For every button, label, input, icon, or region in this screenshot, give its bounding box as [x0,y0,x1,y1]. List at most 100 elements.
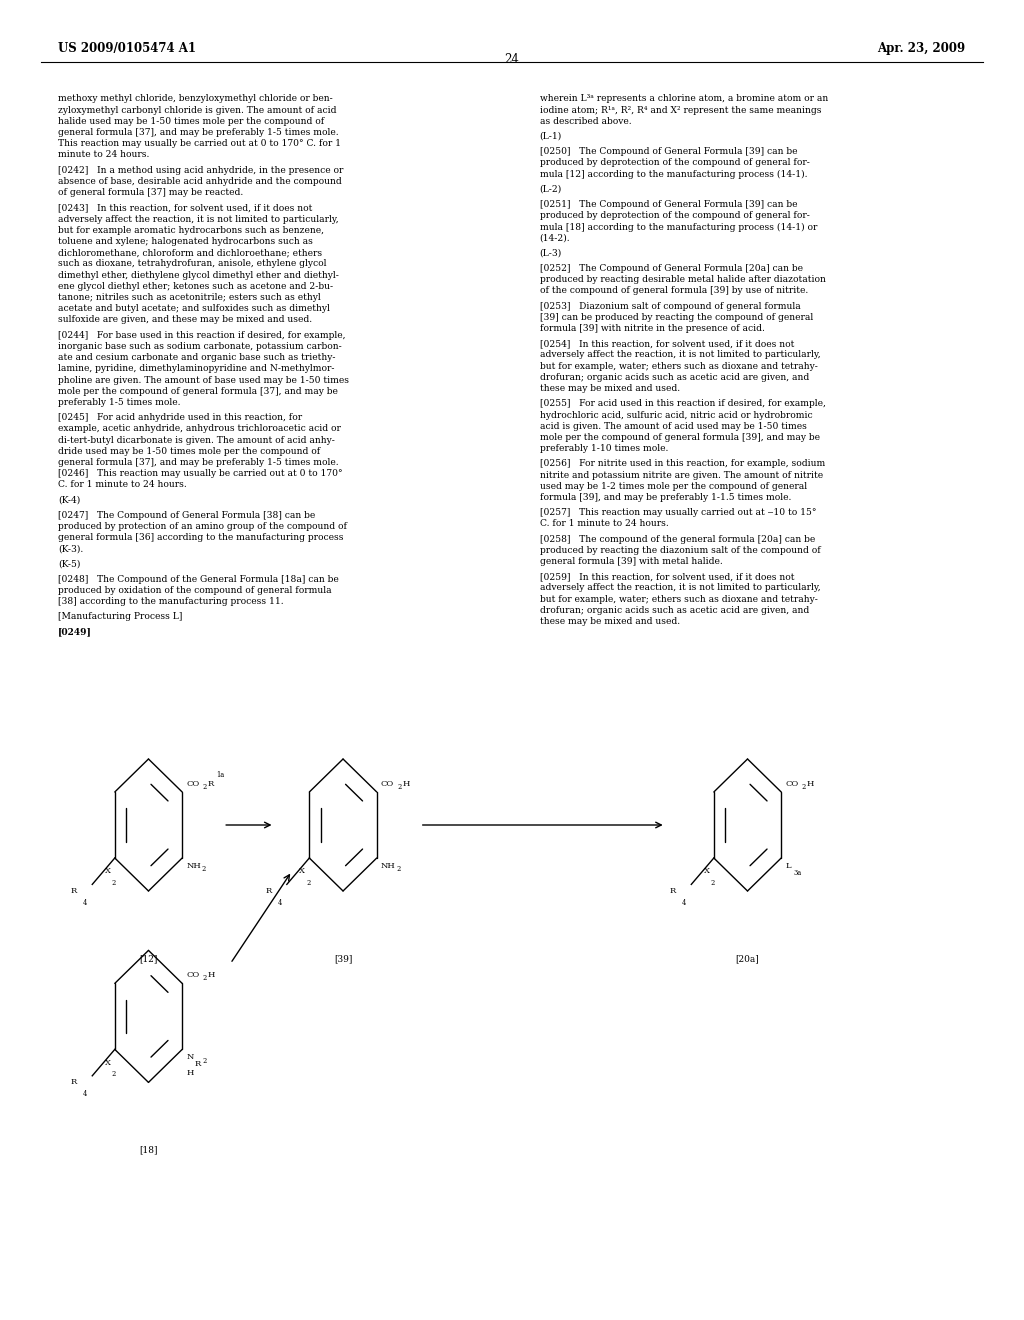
Text: [0256]   For nitrite used in this reaction, for example, sodium: [0256] For nitrite used in this reaction… [540,459,825,469]
Text: such as dioxane, tetrahydrofuran, anisole, ethylene glycol: such as dioxane, tetrahydrofuran, anisol… [58,260,327,268]
Text: [0259]   In this reaction, for solvent used, if it does not: [0259] In this reaction, for solvent use… [540,573,795,581]
Text: [0248]   The Compound of the General Formula [18a] can be: [0248] The Compound of the General Formu… [58,576,339,583]
Text: [0253]   Diazonium salt of compound of general formula: [0253] Diazonium salt of compound of gen… [540,302,801,310]
Text: C. for 1 minute to 24 hours.: C. for 1 minute to 24 hours. [58,480,187,490]
Text: [18]: [18] [139,1146,158,1155]
Text: 2: 2 [397,783,401,791]
Text: (L-1): (L-1) [540,132,562,141]
Text: formula [39] with nitrite in the presence of acid.: formula [39] with nitrite in the presenc… [540,325,765,333]
Text: absence of base, desirable acid anhydride and the compound: absence of base, desirable acid anhydrid… [58,177,342,186]
Text: lamine, pyridine, dimethylaminopyridine and N-methylmor-: lamine, pyridine, dimethylaminopyridine … [58,364,335,374]
Text: minute to 24 hours.: minute to 24 hours. [58,150,150,160]
Text: 4: 4 [83,1090,87,1098]
Text: X: X [104,867,111,875]
Text: preferably 1-10 times mole.: preferably 1-10 times mole. [540,444,668,453]
Text: mole per the compound of general formula [39], and may be: mole per the compound of general formula… [540,433,819,442]
Text: dichloromethane, chloroform and dichloroethane; ethers: dichloromethane, chloroform and dichloro… [58,248,323,257]
Text: R: R [265,887,271,895]
Text: as described above.: as described above. [540,116,631,125]
Text: tanone; nitriles such as acetonitrile; esters such as ethyl: tanone; nitriles such as acetonitrile; e… [58,293,322,302]
Text: produced by deprotection of the compound of general for-: produced by deprotection of the compound… [540,158,810,168]
Text: methoxy methyl chloride, benzyloxymethyl chloride or ben-: methoxy methyl chloride, benzyloxymethyl… [58,95,333,103]
Text: formula [39], and may be preferably 1-1.5 times mole.: formula [39], and may be preferably 1-1.… [540,494,791,502]
Text: di-tert-butyl dicarbonate is given. The amount of acid anhy-: di-tert-butyl dicarbonate is given. The … [58,436,335,445]
Text: mula [18] according to the manufacturing process (14-1) or: mula [18] according to the manufacturing… [540,223,817,231]
Text: 3a: 3a [794,869,802,876]
Text: R: R [670,887,676,895]
Text: H: H [208,972,215,979]
Text: 2: 2 [202,865,206,873]
Text: [0257]   This reaction may usually carried out at ‒10 to 15°: [0257] This reaction may usually carried… [540,508,816,517]
Text: ene glycol diethyl ether; ketones such as acetone and 2-bu-: ene glycol diethyl ether; ketones such a… [58,281,334,290]
Text: 4: 4 [278,899,282,907]
Text: of the compound of general formula [39] by use of nitrite.: of the compound of general formula [39] … [540,286,808,296]
Text: [12]: [12] [139,954,158,964]
Text: L: L [785,862,791,870]
Text: H: H [402,780,410,788]
Text: but for example aromatic hydrocarbons such as benzene,: but for example aromatic hydrocarbons su… [58,226,325,235]
Text: used may be 1-2 times mole per the compound of general: used may be 1-2 times mole per the compo… [540,482,807,491]
Text: 2: 2 [396,865,400,873]
Text: general formula [37], and may be preferably 1-5 times mole.: general formula [37], and may be prefera… [58,128,339,137]
Text: produced by reacting the diazonium salt of the compound of: produced by reacting the diazonium salt … [540,546,820,554]
Text: [0250]   The Compound of General Formula [39] can be: [0250] The Compound of General Formula [… [540,148,797,156]
Text: 4: 4 [682,899,686,907]
Text: pholine are given. The amount of base used may be 1-50 times: pholine are given. The amount of base us… [58,375,349,384]
Text: CO: CO [186,780,200,788]
Text: (L-3): (L-3) [540,248,562,257]
Text: CO: CO [381,780,394,788]
Text: US 2009/0105474 A1: US 2009/0105474 A1 [58,42,197,55]
Text: dimethyl ether, diethylene glycol dimethyl ether and diethyl-: dimethyl ether, diethylene glycol dimeth… [58,271,339,280]
Text: NH: NH [186,862,201,870]
Text: [0249]: [0249] [58,628,92,636]
Text: 2: 2 [306,879,310,887]
Text: X: X [703,867,710,875]
Text: general formula [39] with metal halide.: general formula [39] with metal halide. [540,557,722,566]
Text: NH: NH [381,862,395,870]
Text: iodine atom; R¹ᵃ, R², R⁴ and X² represent the same meanings: iodine atom; R¹ᵃ, R², R⁴ and X² represen… [540,106,821,115]
Text: 2: 2 [802,783,806,791]
Text: [39] can be produced by reacting the compound of general: [39] can be produced by reacting the com… [540,313,813,322]
Text: mula [12] according to the manufacturing process (14-1).: mula [12] according to the manufacturing… [540,169,807,178]
Text: 2: 2 [112,879,116,887]
Text: 2: 2 [112,1071,116,1078]
Text: [0243]   In this reaction, for solvent used, if it does not: [0243] In this reaction, for solvent use… [58,203,312,213]
Text: acetate and butyl acetate; and sulfoxides such as dimethyl: acetate and butyl acetate; and sulfoxide… [58,305,331,313]
Text: [0255]   For acid used in this reaction if desired, for example,: [0255] For acid used in this reaction if… [540,399,825,408]
Text: CO: CO [785,780,799,788]
Text: dride used may be 1-50 times mole per the compound of: dride used may be 1-50 times mole per th… [58,446,321,455]
Text: these may be mixed and used.: these may be mixed and used. [540,384,680,393]
Text: drofuran; organic acids such as acetic acid are given, and: drofuran; organic acids such as acetic a… [540,606,809,615]
Text: (K-3).: (K-3). [58,544,84,553]
Text: H: H [807,780,814,788]
Text: [0245]   For acid anhydride used in this reaction, for: [0245] For acid anhydride used in this r… [58,413,302,422]
Text: adversely affect the reaction, it is not limited to particularly,: adversely affect the reaction, it is not… [540,350,820,359]
Text: [0246]   This reaction may usually be carried out at 0 to 170°: [0246] This reaction may usually be carr… [58,470,343,478]
Text: (K-5): (K-5) [58,560,81,569]
Text: but for example, water; ethers such as dioxane and tetrahy-: but for example, water; ethers such as d… [540,594,817,603]
Text: hydrochloric acid, sulfuric acid, nitric acid or hydrobromic: hydrochloric acid, sulfuric acid, nitric… [540,411,812,420]
Text: produced by oxidation of the compound of general formula: produced by oxidation of the compound of… [58,586,332,595]
Text: X: X [299,867,305,875]
Text: inorganic base such as sodium carbonate, potassium carbon-: inorganic base such as sodium carbonate,… [58,342,342,351]
Text: adversely affect the reaction, it is not limited to particularly,: adversely affect the reaction, it is not… [58,214,339,223]
Text: general formula [37], and may be preferably 1-5 times mole.: general formula [37], and may be prefera… [58,458,339,467]
Text: X: X [104,1059,111,1067]
Text: 2: 2 [203,783,207,791]
Text: CO: CO [186,972,200,979]
Text: R: R [71,1078,77,1086]
Text: but for example, water; ethers such as dioxane and tetrahy-: but for example, water; ethers such as d… [540,362,817,371]
Text: adversely affect the reaction, it is not limited to particularly,: adversely affect the reaction, it is not… [540,583,820,593]
Text: (K-4): (K-4) [58,495,81,504]
Text: 2: 2 [711,879,715,887]
Text: sulfoxide are given, and these may be mixed and used.: sulfoxide are given, and these may be mi… [58,315,312,325]
Text: H: H [186,1069,194,1077]
Text: [0258]   The compound of the general formula [20a] can be: [0258] The compound of the general formu… [540,535,815,544]
Text: zyloxymethyl carbonyl chloride is given. The amount of acid: zyloxymethyl carbonyl chloride is given.… [58,106,337,115]
Text: produced by protection of an amino group of the compound of: produced by protection of an amino group… [58,521,347,531]
Text: 2: 2 [203,1057,207,1065]
Text: general formula [36] according to the manufacturing process: general formula [36] according to the ma… [58,533,344,543]
Text: wherein L³ᵃ represents a chlorine atom, a bromine atom or an: wherein L³ᵃ represents a chlorine atom, … [540,95,827,103]
Text: [38] according to the manufacturing process 11.: [38] according to the manufacturing proc… [58,597,284,606]
Text: [0251]   The Compound of General Formula [39] can be: [0251] The Compound of General Formula [… [540,199,797,209]
